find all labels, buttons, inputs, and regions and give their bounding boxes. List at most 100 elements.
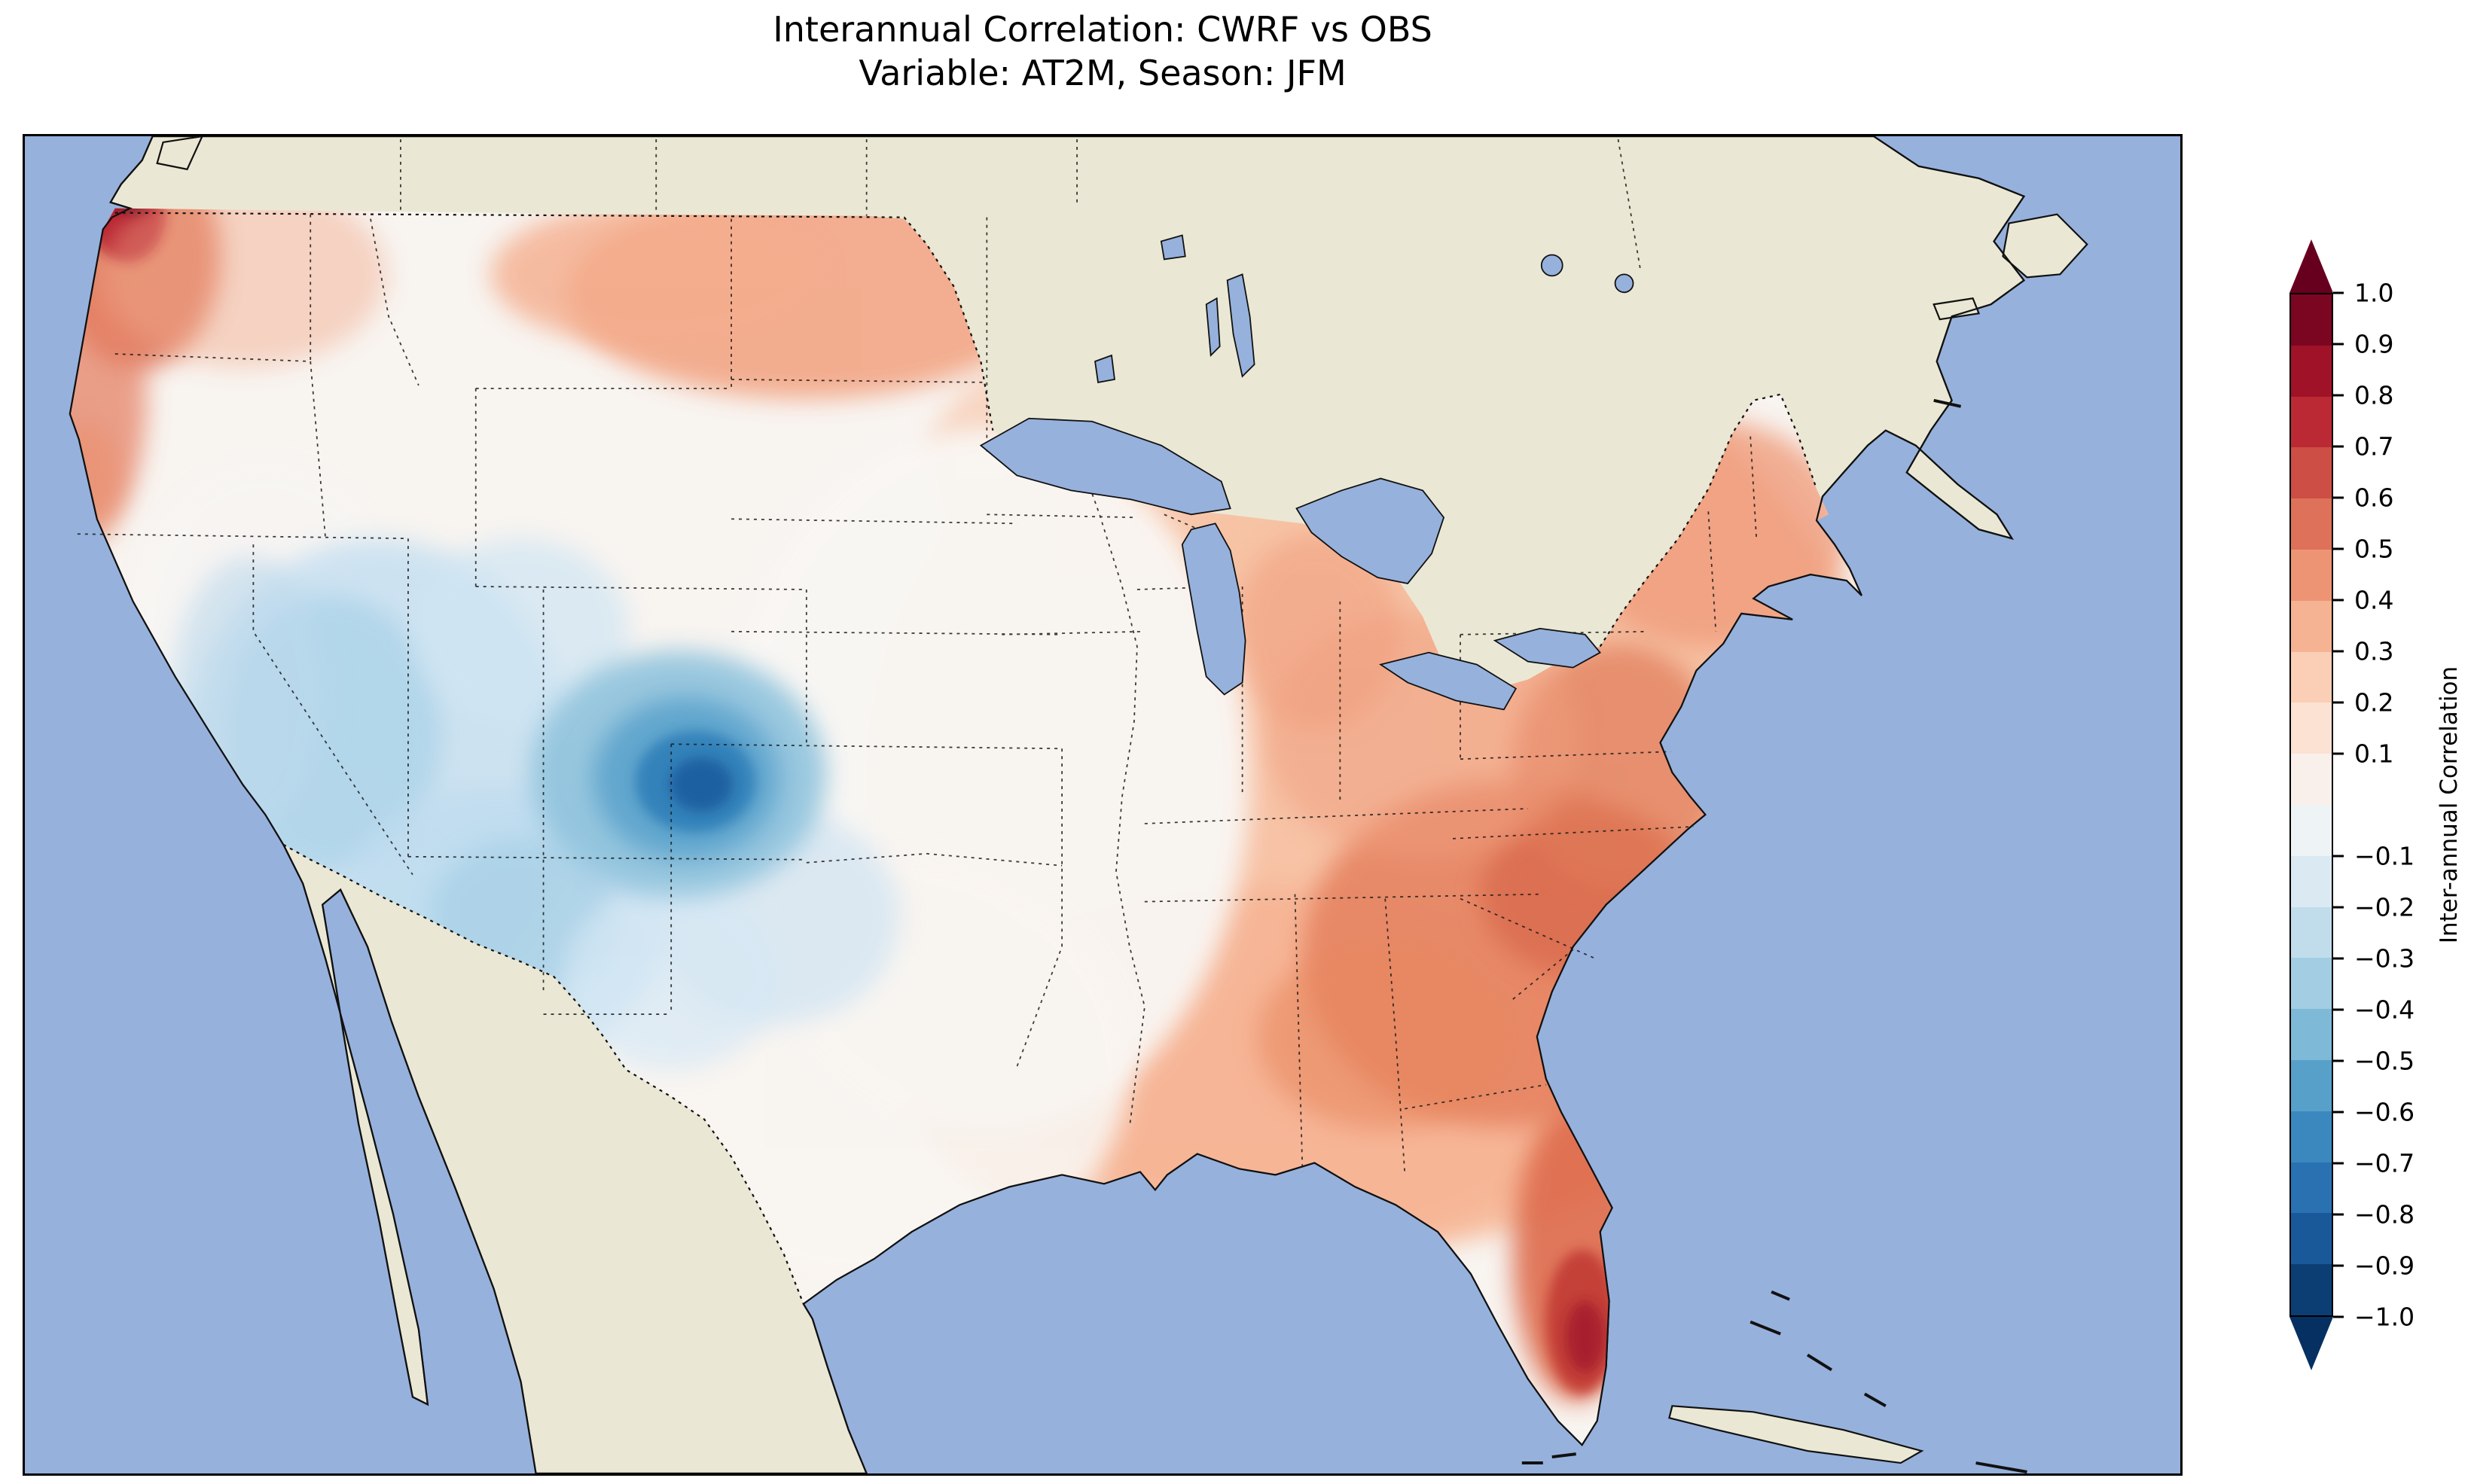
colorbar-tick: 0.1 (2333, 739, 2393, 769)
figure-title-line2: Variable: AT2M, Season: JFM (859, 53, 1347, 93)
colorbar-tick-mark (2333, 1213, 2344, 1216)
colorbar-tick-label: −0.4 (2354, 995, 2415, 1025)
colorbar-tick-label: 0.2 (2354, 687, 2394, 718)
figure-title: Interannual Correlation: CWRF vs OBS Var… (23, 8, 2183, 95)
colorbar-tick: 1.0 (2333, 279, 2393, 308)
colorbar-tick-label: 0.9 (2354, 329, 2394, 359)
map-shape (490, 208, 822, 347)
colorbar-segment (2291, 294, 2332, 346)
map-shape (731, 630, 1063, 635)
colorbar-tick: 0.6 (2333, 483, 2393, 513)
colorbar-tick-mark (2333, 1111, 2344, 1114)
canadian-lake (1614, 273, 1634, 294)
colorbar-segment (2291, 754, 2332, 805)
us-canada-border (114, 212, 994, 431)
colorbar-segment (2291, 1111, 2332, 1163)
colorbar-segment (2291, 855, 2332, 907)
map-shape (1452, 826, 1694, 840)
colorbar-tick-mark (2333, 343, 2344, 346)
colorbar-tick: −0.9 (2333, 1251, 2415, 1281)
colorbar-tick-label: −1.0 (2354, 1302, 2415, 1332)
land-layer (69, 136, 2088, 1473)
colorbar-tick: 0.2 (2333, 688, 2393, 718)
colorbar-segment (2291, 1213, 2332, 1265)
colorbar-tick-mark (2333, 1264, 2344, 1267)
colorbar-tick-label: −0.8 (2354, 1199, 2415, 1230)
map-shape (806, 852, 1063, 867)
map-shape (370, 218, 419, 386)
colorbar-tick-label: −0.9 (2354, 1251, 2415, 1281)
colorbar-tick-label: 0.3 (2354, 636, 2394, 666)
colorbar-tick: −0.2 (2333, 893, 2415, 922)
map-shape (77, 533, 408, 540)
lake-michigan (1181, 523, 1246, 696)
colorbar-tick-label: 0.4 (2354, 585, 2394, 615)
colorbar-tick-mark (2333, 599, 2344, 602)
lakes-layer (979, 234, 1634, 711)
colorbar-tick-label: 0.5 (2354, 534, 2394, 564)
map-shape (1076, 451, 1145, 1127)
cuba-island (1668, 1405, 1924, 1464)
colorbar-tick: −0.8 (2333, 1200, 2415, 1230)
canadian-lake (1540, 254, 1563, 277)
map-shape (1002, 630, 1145, 635)
figure-title-line1: Interannual Correlation: CWRF vs OBS (773, 9, 1432, 50)
map-shape (475, 586, 807, 590)
colorbar-tick: −0.5 (2333, 1047, 2415, 1076)
colorbar-tick-mark (2333, 957, 2344, 960)
colorbar-tick: 0.3 (2333, 637, 2393, 666)
colorbar-tick: 0.5 (2333, 535, 2393, 564)
colorbar-tick-mark (2333, 547, 2344, 550)
bahamas-island (1771, 1290, 1790, 1301)
lake-winnipeg (1226, 273, 1255, 378)
bahamas-island (1863, 1392, 1887, 1408)
florida-keys (1551, 1452, 1576, 1459)
map-shape (731, 518, 1017, 525)
map-shape (1565, 1300, 1605, 1373)
colorbar-tick: 0.4 (2333, 586, 2393, 615)
colorbar-tick-label: 0.7 (2354, 431, 2394, 462)
map-shape (114, 353, 311, 362)
country-borders (114, 212, 1818, 1305)
map-shape (69, 271, 147, 527)
colorbar-tick: −0.4 (2333, 995, 2415, 1025)
colorbar-tick: 0.9 (2333, 330, 2393, 359)
colorbar-tick-mark (2333, 445, 2344, 448)
colorbar-segment (2291, 498, 2332, 550)
map-shape (1384, 898, 1406, 1172)
colorbar-segment (2291, 1009, 2332, 1060)
lake-superior (979, 417, 1231, 516)
colorbar-tick-label: −0.7 (2354, 1148, 2415, 1178)
map-shape (407, 855, 807, 861)
colorbar-segment (2291, 651, 2332, 703)
colorbar-segment (2291, 1162, 2332, 1214)
colorbar-segment (2291, 958, 2332, 1010)
lake-of-the-woods (1160, 234, 1186, 261)
colorbar-segment (2291, 804, 2332, 856)
newfoundland-island (2002, 213, 2088, 279)
colorbar-axis-label: Inter-annual Correlation (2436, 666, 2463, 944)
map-shape (1144, 893, 1543, 903)
map-shape (1164, 513, 1221, 540)
map-shape (1749, 436, 1758, 539)
map-shape (1460, 751, 1671, 760)
map-shape (412, 538, 630, 725)
hispaniola-island (1975, 1461, 2027, 1473)
colorbar-tick-label: 0.6 (2354, 483, 2394, 513)
colorbar-extend-min (2289, 1317, 2333, 1370)
colorbar-segment (2291, 600, 2332, 652)
colorbar-segment (2291, 907, 2332, 958)
colorbar-tick-mark (2333, 650, 2344, 653)
colorbar-tick-label: −0.2 (2354, 892, 2415, 922)
vancouver-island (156, 136, 203, 171)
lake-ontario (1493, 627, 1601, 669)
colorbar-tick: 0.8 (2333, 381, 2393, 410)
small-islands (1521, 398, 2027, 1473)
us-mexico-border (282, 843, 804, 1305)
map-shape (99, 208, 386, 367)
map-shape (1460, 897, 1596, 960)
colorbar-segment (2291, 447, 2332, 499)
bahamas-island (1749, 1320, 1781, 1336)
lake-huron (1295, 477, 1445, 584)
colorbar-tick: −0.3 (2333, 944, 2415, 974)
